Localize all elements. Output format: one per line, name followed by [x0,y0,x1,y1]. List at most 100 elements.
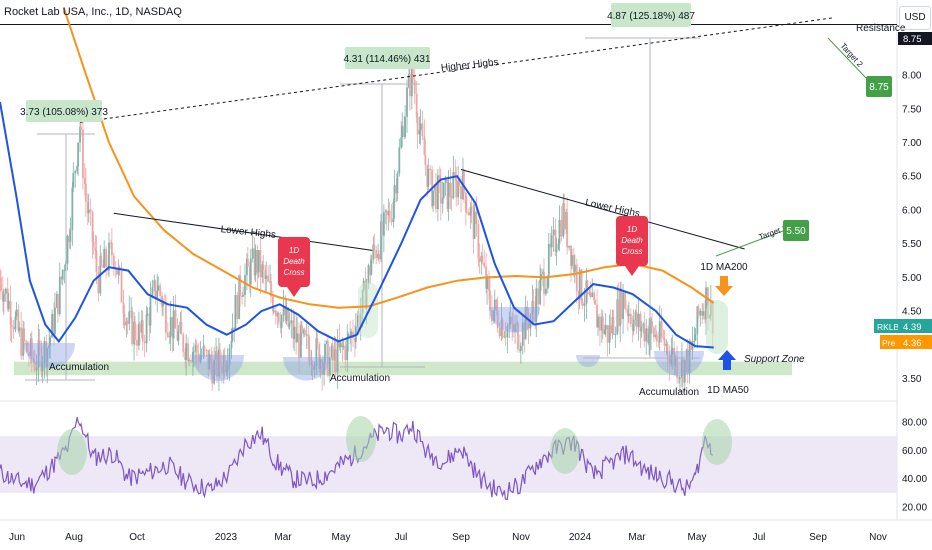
candle-body [288,323,291,327]
candle-body [599,316,601,331]
chart-title: Rocket Lab USA, Inc., 1D, NASDAQ [4,6,182,18]
ma200-label: 1D MA200 [700,262,748,273]
candle-body [444,179,447,183]
candle-body [401,126,404,138]
candle-body [7,301,10,309]
candle-body [108,242,110,271]
candle-body [514,324,516,332]
candle-body [308,349,311,365]
ma50-label: 1D MA50 [707,385,749,396]
candle-body [41,362,44,372]
candle-body [555,249,558,252]
candle-body [473,211,476,239]
candle-body [571,255,573,266]
candle-body [185,343,188,360]
candle-body [1,291,4,302]
candle-body [523,322,526,340]
candle-body [637,313,640,328]
ma50-line [0,101,714,349]
candle-body [123,313,126,326]
candle-body [153,280,156,288]
price-tick-label: 7.50 [902,104,922,115]
candle-body [624,292,626,309]
rsi-highlight-circle [57,429,87,475]
death-cross-marker-2: 1D Death Cross [616,216,648,276]
candle-body [157,285,160,291]
candle-body [276,312,279,317]
candle-body [411,62,414,80]
time-axis-label: Oct [129,532,145,543]
candle-body [38,339,41,347]
candle-body [33,362,36,371]
accumulation-label-1: Accumulation [49,362,109,373]
candle-body [315,338,318,367]
candle-body [83,178,86,185]
candle-body [63,269,66,271]
candle-body [506,326,509,338]
candle-body [426,164,429,187]
death-cross-2-line2: Death [621,236,643,245]
price-tick-label: 8.00 [902,71,922,82]
candle-body [80,126,82,130]
candle-body [256,250,259,273]
candle-body [415,93,418,118]
time-axis-label: May [688,532,707,543]
candle-body [568,245,570,248]
candle-body [699,310,702,316]
candle-body [418,130,421,135]
candle-body [546,277,549,289]
candle-body [246,258,249,267]
candle-body [545,288,547,295]
candle-body [662,337,665,339]
candle-body [103,248,106,268]
rsi-tick-label: 60.00 [902,446,927,457]
candle-body [30,338,33,359]
candle-body [619,288,622,327]
rsi-tick-label: 80.00 [902,418,927,429]
candle-body [338,339,341,348]
candle-body [557,243,560,250]
candle-body [701,310,704,316]
candle-body [26,342,28,353]
accumulation-zone [489,307,540,333]
candle-body [570,245,572,266]
candle-body [655,334,658,342]
candle-body [246,258,248,276]
candle-body [248,266,251,285]
candle-body [620,288,623,320]
candle-body [550,235,553,248]
candle-body [267,275,270,282]
candle-body [197,353,200,363]
measure-box-1 [26,100,102,122]
rsi-tick-label: 20.00 [902,503,927,514]
candle-body [679,377,681,379]
pre-label-tag-text: Pre [882,338,896,348]
candle-body [578,269,581,300]
candle-body [195,344,198,354]
candle-body [408,73,410,88]
candle-body [385,210,388,216]
candle-body [673,347,676,367]
candle-body [665,344,668,346]
target1-value: 5.50 [786,226,806,237]
candle-body [218,349,220,377]
candle-body [231,327,234,341]
candle-body [120,269,123,303]
candle-body [409,73,411,97]
accumulation-label-3: Accumulation [639,387,699,398]
candle-body [146,313,149,315]
candle-body [37,339,40,368]
candle-body [192,352,194,363]
candle-body [318,344,321,369]
currency-button[interactable]: USD [899,6,931,30]
candle-body [554,229,557,252]
candle-body [223,355,226,372]
price-tick-label: 6.50 [902,172,922,183]
time-axis-label: Aug [65,532,83,543]
candle-body [454,172,457,177]
accumulation-zone [24,343,75,369]
candle-body [475,211,478,224]
candle-body [74,170,77,173]
candle-body [115,269,118,275]
